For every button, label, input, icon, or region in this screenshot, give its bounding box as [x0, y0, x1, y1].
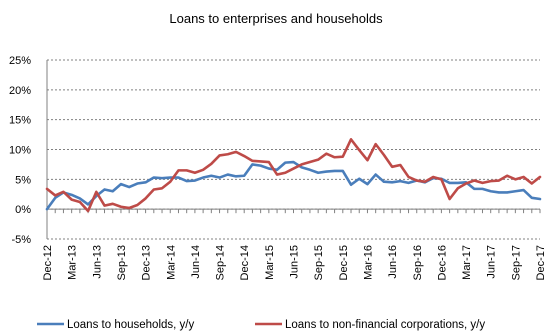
y-tick-label: 15%: [9, 115, 31, 127]
x-tick-label: Jun-17: [486, 245, 498, 279]
y-tick-label: -5%: [11, 234, 31, 246]
y-tick-label: 25%: [9, 55, 31, 67]
series-lines: [45, 138, 542, 213]
x-tick-label: Mar-14: [165, 245, 177, 280]
series-line-1: [45, 160, 542, 211]
y-tick-label: 10%: [9, 145, 31, 157]
x-tick-label: Sep-16: [412, 245, 424, 280]
x-tick-label: Mar-15: [264, 245, 276, 280]
y-tick-label: 0%: [15, 204, 31, 216]
x-tick-label: Sep-15: [313, 245, 325, 280]
x-tick-label: Dec-13: [141, 245, 153, 280]
series-line-2: [45, 138, 542, 213]
x-tick-label: Mar-16: [362, 245, 374, 280]
x-tick-label: Dec-16: [436, 245, 448, 280]
x-tick-label: Dec-14: [239, 245, 251, 280]
x-tick-label: Sep-17: [510, 245, 522, 280]
x-tick-label: Jun-14: [190, 245, 202, 279]
x-tick-label: Dec-12: [42, 245, 54, 280]
legend-label-1: Loans to households, y/y: [67, 319, 194, 331]
x-tick-label: Jun-15: [289, 245, 301, 279]
y-tick-label: 5%: [15, 174, 31, 186]
legend-label-2: Loans to non-financial corporations, y/y: [285, 319, 485, 331]
y-tick-label: 20%: [9, 85, 31, 97]
chart-title: Loans to enterprises and households: [169, 11, 383, 26]
x-tick-label: Dec-15: [338, 245, 350, 280]
x-tick-label: Mar-13: [67, 245, 79, 280]
legend: Loans to households, y/y Loans to non-fin…: [37, 319, 485, 331]
y-axis: -5% 0% 5% 10% 15% 20% 25%: [9, 55, 48, 246]
x-tick-label: Jun-16: [387, 245, 399, 279]
x-tick-label: Jun-13: [91, 245, 103, 279]
x-tick-label: Dec-17: [535, 245, 547, 280]
x-tick-label: Sep-13: [116, 245, 128, 280]
x-axis: Dec-12 Mar-13 Jun-13 Sep-13 Dec-13 Mar-14 Jun-…: [42, 208, 547, 280]
x-tick-label: Sep-14: [215, 245, 227, 280]
x-tick-label: Mar-17: [461, 245, 473, 280]
